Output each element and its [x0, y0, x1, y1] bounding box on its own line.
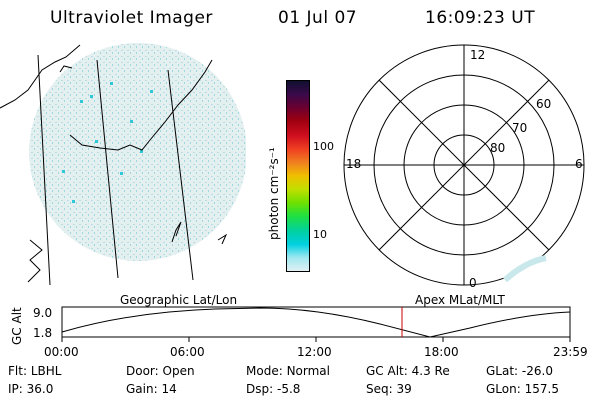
altitude-curve [61, 307, 571, 338]
color-scale-bar [286, 80, 310, 272]
mlat-label-80: 80 [490, 141, 506, 155]
uv-emission-disk [29, 43, 246, 261]
status-ip: IP: 36.0 [8, 382, 54, 396]
status-gain: Gain: 14 [126, 382, 177, 396]
status-glon: GLon: 157.5 [486, 382, 559, 396]
status-gc-alt: GC Alt: 4.3 Re [366, 364, 450, 378]
coastline [0, 44, 228, 283]
time-tick-0600: 06:00 [170, 345, 205, 359]
geographic-map-label: Geographic Lat/Lon [120, 293, 238, 307]
altitude-axis-label: GC Alt [10, 307, 24, 345]
time-tick-0000: 00:00 [44, 345, 79, 359]
observation-time: 16:09:23 UT [425, 8, 536, 28]
status-flt: Flt: LBHL [8, 364, 62, 378]
mlt-label-18: 18 [346, 157, 362, 171]
meridian-line [96, 59, 119, 279]
status-dsp: Dsp: -5.8 [246, 382, 301, 396]
colorbar-tick-100: 100 [313, 140, 334, 153]
mlat-label-60: 60 [536, 97, 552, 111]
apex-map-label: Apex MLat/MLT [415, 293, 505, 307]
status-seq: Seq: 39 [366, 382, 412, 396]
meridian-line [167, 69, 194, 281]
status-mode: Mode: Normal [246, 364, 330, 378]
mlt-label-0: 0 [469, 276, 477, 290]
time-tick-1800: 18:00 [424, 345, 459, 359]
mlt-axis-diagonal [378, 79, 550, 251]
mlt-label-6: 6 [575, 157, 583, 171]
observation-date: 01 Jul 07 [278, 8, 358, 28]
status-door: Door: Open [126, 364, 195, 378]
altitude-tick-min: 1.8 [33, 326, 53, 340]
colorbar-tick-10: 10 [313, 228, 327, 241]
altitude-tick-max: 9.0 [33, 306, 53, 320]
polar-emission-arc [502, 255, 547, 283]
status-glat: GLat: -26.0 [486, 364, 553, 378]
instrument-title: Ultraviolet Imager [50, 8, 213, 28]
mlat-label-70: 70 [512, 121, 528, 135]
time-tick-2359: 23:59 [553, 345, 588, 359]
time-tick-1200: 12:00 [297, 345, 332, 359]
emission-speckles [62, 82, 153, 203]
mlt-label-12: 12 [470, 48, 486, 62]
meridian-line [37, 54, 51, 286]
